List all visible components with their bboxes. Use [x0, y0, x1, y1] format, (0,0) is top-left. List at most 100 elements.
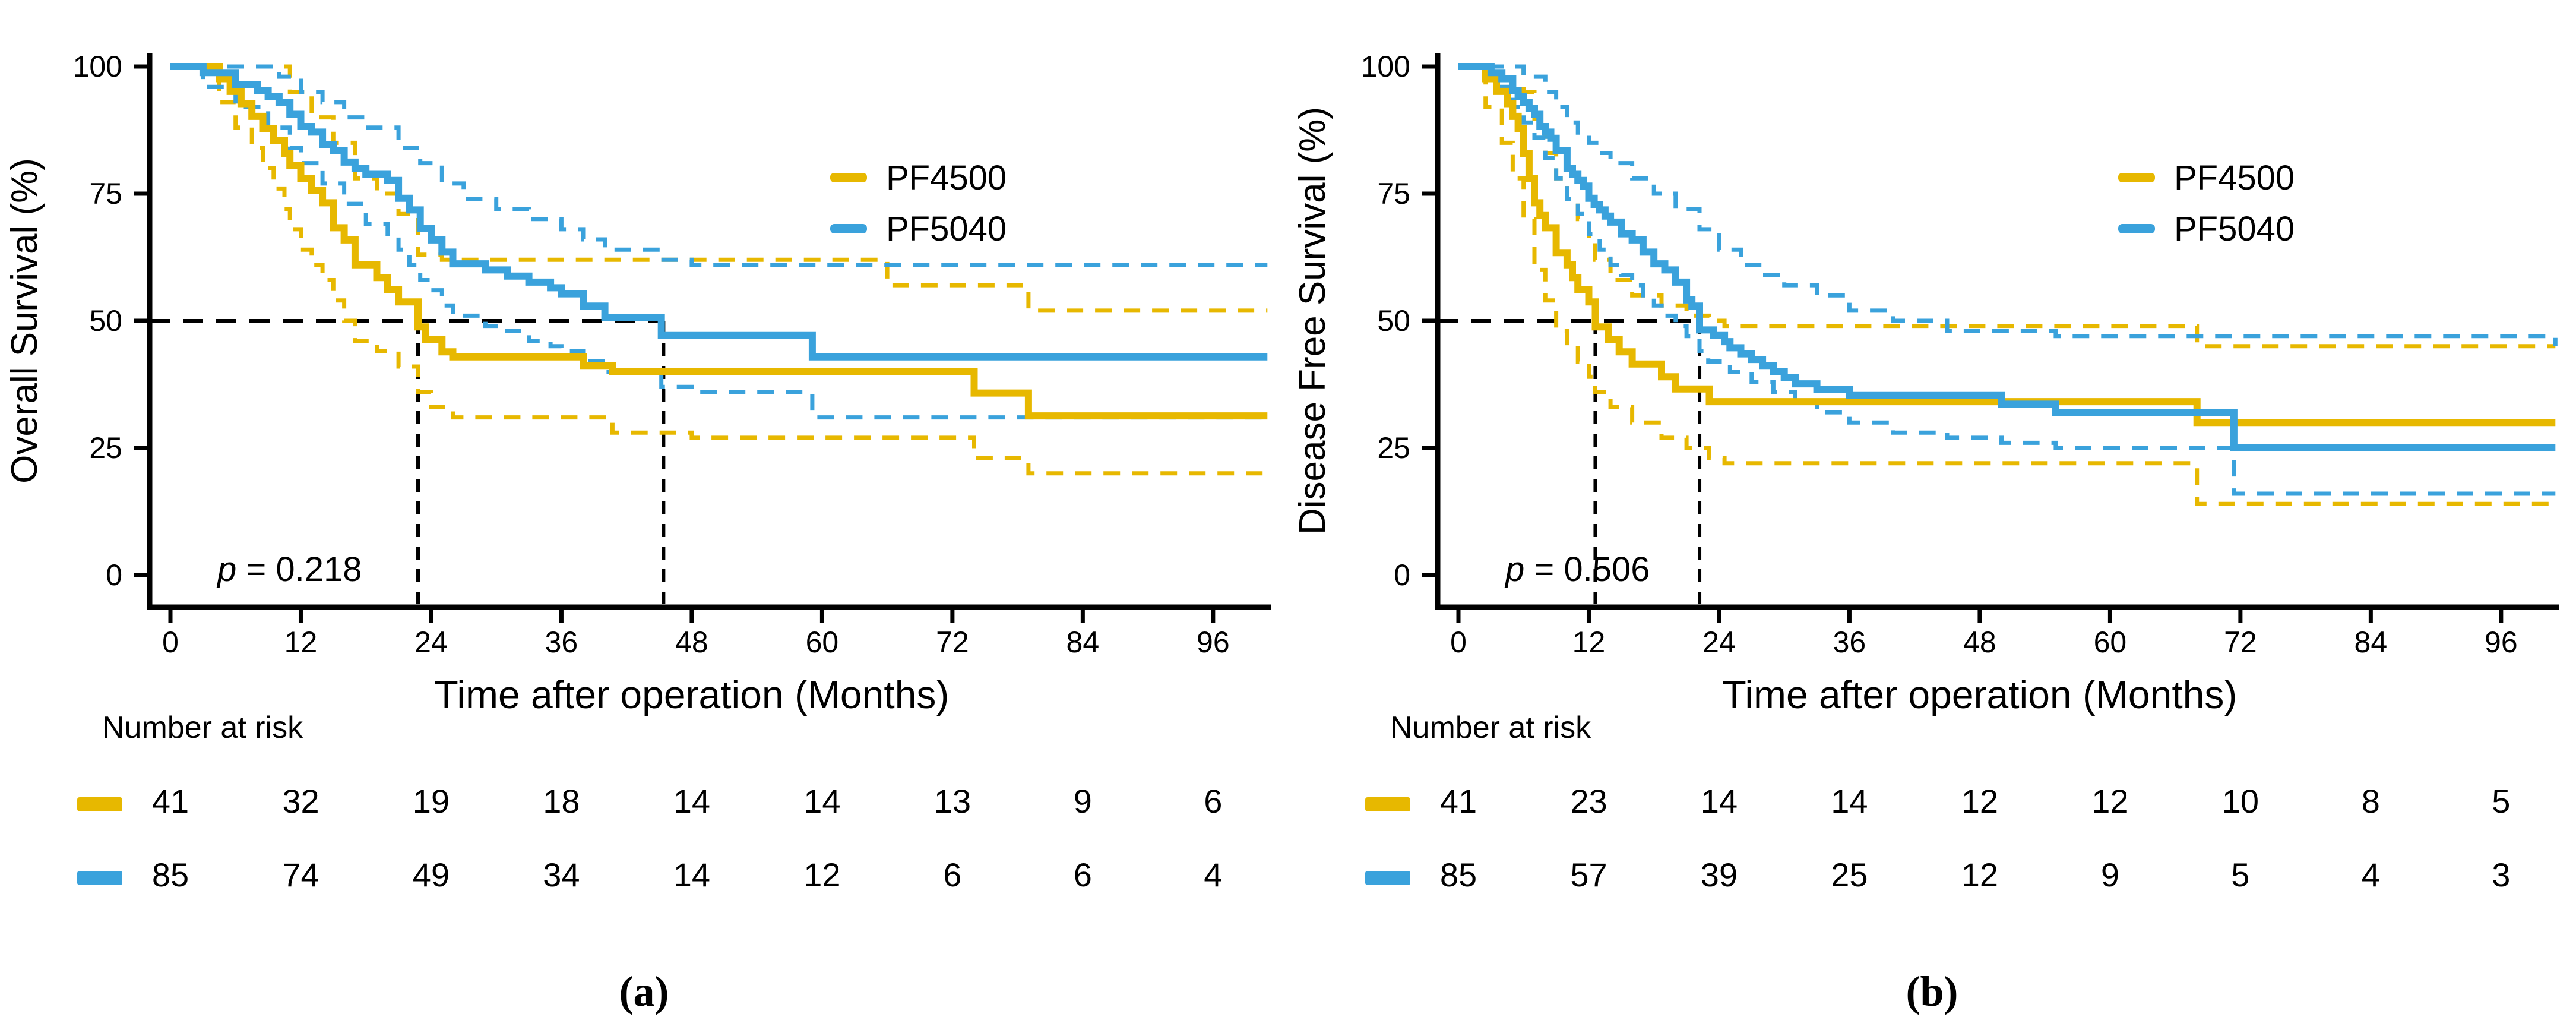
- x-tick-label: 24: [1702, 626, 1736, 659]
- y-tick-label: 75: [1377, 177, 1410, 210]
- risk-count: 23: [1570, 782, 1607, 820]
- caption-a: (a): [619, 968, 669, 1015]
- x-tick-label: 48: [1963, 626, 1996, 659]
- risk-count: 41: [152, 782, 189, 820]
- x-tick-label: 12: [1572, 626, 1606, 659]
- km-ci-pf4500: [1458, 64, 2556, 506]
- legend-swatch-pf5040: [830, 224, 867, 233]
- km-curve-pf4500: [170, 63, 1268, 420]
- risk-count: 39: [1701, 856, 1738, 893]
- y-tick-label: 50: [89, 304, 122, 337]
- x-tick-label: 84: [2355, 626, 2388, 659]
- risk-count: 32: [282, 782, 319, 820]
- x-tick-label: 0: [1450, 626, 1467, 659]
- x-tick-label: 96: [2485, 626, 2518, 659]
- risk-count: 12: [803, 856, 840, 893]
- risk-table-header: Number at risk: [1390, 710, 1591, 745]
- legend-swatch-pf4500: [2118, 173, 2155, 182]
- risk-count: 9: [2101, 856, 2119, 893]
- risk-count: 12: [2091, 782, 2128, 820]
- risk-count: 10: [2222, 782, 2259, 820]
- risk-count: 34: [543, 856, 580, 893]
- risk-count: 6: [1204, 782, 1222, 820]
- y-axis-title: Overall Survival (%): [4, 158, 45, 484]
- panel-disease-free-survival: 0 12 24 36 48 60 72 84 96 0 25 50 75 100 Disease Free …: [1288, 0, 2576, 1020]
- risk-count: 4: [2362, 856, 2380, 893]
- risk-count: 57: [1570, 856, 1607, 893]
- risk-table-header: Number at risk: [102, 710, 303, 745]
- risk-count: 85: [1440, 856, 1477, 893]
- y-tick-label: 100: [1361, 50, 1410, 83]
- risk-count: 4: [1204, 856, 1222, 893]
- x-tick-label: 72: [936, 626, 969, 659]
- risk-row-swatch-pf5040: [1365, 871, 1410, 885]
- km-curve-pf4500: [1458, 63, 2556, 427]
- km-ci-pf5040: [170, 64, 1270, 423]
- x-tick-label: 36: [1833, 626, 1866, 659]
- legend-label: PF4500: [886, 159, 1007, 197]
- panel-overall-survival: 0 12 24 36 48 60 72 84 96 0 25 50 75 100 Overall Survi…: [4, 50, 1271, 1015]
- risk-row-swatch-pf4500: [1365, 797, 1410, 811]
- risk-count: 41: [1440, 782, 1477, 820]
- x-tick-label: 96: [1197, 626, 1230, 659]
- risk-count: 12: [1961, 782, 1998, 820]
- km-curve-pf5040: [1458, 63, 2556, 451]
- risk-count: 14: [1831, 782, 1868, 820]
- legend-swatch-pf5040: [2118, 224, 2155, 233]
- risk-count: 9: [1074, 782, 1092, 820]
- y-tick-label: 25: [1377, 431, 1410, 465]
- risk-count: 14: [673, 856, 710, 893]
- risk-count: 74: [282, 856, 319, 893]
- y-axis-title: Disease Free Survival (%): [1292, 107, 1333, 535]
- y-tick-label: 75: [89, 177, 122, 210]
- legend-swatch-pf4500: [830, 173, 867, 182]
- risk-count: 49: [413, 856, 450, 893]
- risk-count: 25: [1831, 856, 1868, 893]
- x-tick-label: 84: [1067, 626, 1100, 659]
- y-tick-label: 25: [89, 431, 122, 465]
- risk-count: 3: [2492, 856, 2510, 893]
- y-tick-label: 0: [106, 558, 122, 592]
- km-ci-pf5040: [1458, 64, 2556, 496]
- risk-count: 13: [934, 782, 971, 820]
- risk-count: 8: [2362, 782, 2380, 820]
- y-tick-label: 50: [1377, 304, 1410, 337]
- legend-label: PF5040: [886, 210, 1007, 248]
- km-ci-pf4500: [170, 64, 1268, 476]
- risk-count: 19: [413, 782, 450, 820]
- risk-row-swatch-pf4500: [77, 797, 122, 811]
- legend-label: PF4500: [2174, 159, 2295, 197]
- p-value-text: p = 0.218: [216, 550, 362, 589]
- caption-b: (b): [1906, 968, 1958, 1015]
- x-tick-label: 24: [414, 626, 448, 659]
- risk-count: 14: [673, 782, 710, 820]
- km-curve-pf5040: [170, 63, 1268, 361]
- risk-count: 14: [1701, 782, 1738, 820]
- legend-label: PF5040: [2174, 210, 2295, 248]
- km-ci-pf5040: [170, 64, 1268, 267]
- x-tick-label: 48: [675, 626, 708, 659]
- risk-count: 12: [1961, 856, 1998, 893]
- y-tick-label: 100: [73, 50, 122, 83]
- x-tick-label: 36: [545, 626, 578, 659]
- risk-row-swatch-pf5040: [77, 871, 122, 885]
- x-tick-label: 72: [2224, 626, 2257, 659]
- x-tick-label: 0: [162, 626, 179, 659]
- risk-count: 18: [543, 782, 580, 820]
- km-ci-pf4500: [1458, 64, 2556, 349]
- x-tick-label: 60: [2094, 626, 2127, 659]
- x-tick-label: 12: [284, 626, 318, 659]
- risk-count: 6: [1074, 856, 1092, 893]
- risk-count: 14: [803, 782, 840, 820]
- y-tick-label: 0: [1394, 558, 1410, 592]
- risk-count: 6: [943, 856, 961, 893]
- risk-count: 85: [152, 856, 189, 893]
- risk-count: 5: [2231, 856, 2249, 893]
- risk-count: 5: [2492, 782, 2510, 820]
- x-tick-label: 60: [806, 626, 839, 659]
- p-value-text: p = 0.506: [1504, 550, 1650, 589]
- x-axis-title: Time after operation (Months): [1722, 672, 2237, 716]
